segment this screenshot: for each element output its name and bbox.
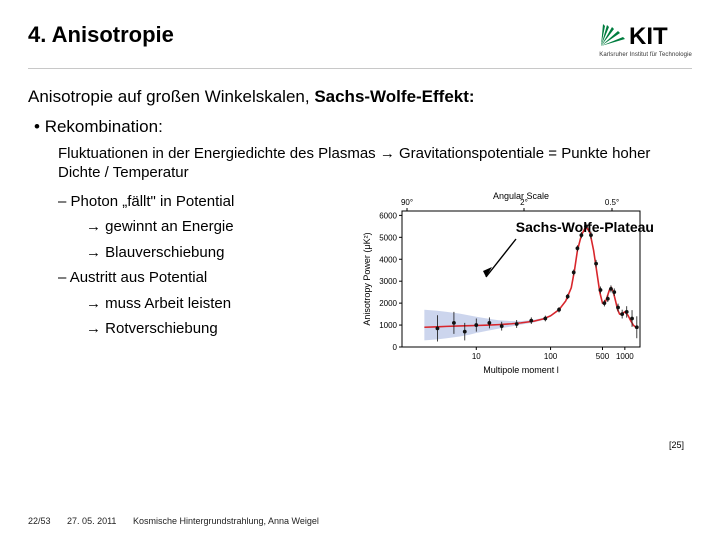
svg-text:6000: 6000	[379, 211, 397, 220]
svg-text:1000: 1000	[616, 352, 634, 361]
footer-page: 22/53	[28, 516, 51, 526]
slide-title: 4. Anisotropie	[28, 22, 174, 48]
slide-header: 4. Anisotropie KIT Karlsruher Institut f…	[28, 22, 692, 69]
svg-text:Angular Scale: Angular Scale	[493, 191, 549, 201]
sublist-arrow-item: → muss Arbeit leisten	[58, 291, 358, 317]
footer: 22/53 27. 05. 2011 Kosmische Hintergrund…	[28, 516, 333, 526]
svg-text:100: 100	[544, 352, 558, 361]
svg-text:0.5°: 0.5°	[605, 198, 619, 207]
sublist-dash-item: Austritt aus Potential	[58, 265, 358, 291]
svg-text:4000: 4000	[379, 255, 397, 264]
subtitle-bold: Sachs-Wolfe-Effekt:	[314, 87, 474, 106]
chart-annotation: Sachs-Wolfe-Plateau	[516, 219, 654, 235]
annotation-arrow-icon	[480, 237, 520, 283]
svg-text:1000: 1000	[379, 321, 397, 330]
svg-text:Anisotropy Power (μK²): Anisotropy Power (μK²)	[362, 232, 372, 325]
footer-date: 27. 05. 2011	[67, 516, 116, 526]
bullet-rekombination: Rekombination:	[34, 117, 692, 137]
svg-text:500: 500	[596, 352, 610, 361]
chart-container: Sachs-Wolfe-Plateau 01000200030004000500…	[358, 189, 692, 342]
svg-text:90°: 90°	[401, 198, 413, 207]
svg-text:0: 0	[393, 343, 398, 352]
sublist-arrow-item: → gewinnt an Energie	[58, 214, 358, 240]
sublist-dash-item: Photon „fällt" in Potential	[58, 189, 358, 215]
footer-credit: Kosmische Hintergrundstrahlung, Anna Wei…	[133, 516, 319, 526]
svg-text:5000: 5000	[379, 233, 397, 242]
logo-subtitle: Karlsruher Institut für Technologie	[599, 52, 692, 58]
subtitle-prefix: Anisotropie auf großen Winkelskalen,	[28, 87, 314, 106]
sublist-arrow-item: → Blauverschiebung	[58, 240, 358, 266]
citation: [25]	[669, 440, 684, 450]
kit-logo: KIT Karlsruher Institut für Technologie	[599, 22, 692, 58]
angular-power-spectrum-chart: 0 1000 2000 3000 4000 5000 6000 10 100 500 1000 90°…	[358, 189, 658, 379]
svg-text:KIT: KIT	[629, 23, 668, 50]
sublist: Photon „fällt" in Potential→ gewinnt an …	[58, 189, 358, 342]
svg-text:3000: 3000	[379, 277, 397, 286]
svg-text:2000: 2000	[379, 299, 397, 308]
subtitle: Anisotropie auf großen Winkelskalen, Sac…	[28, 87, 692, 107]
svg-text:10: 10	[472, 352, 481, 361]
paragraph-fluctuation: Fluktuationen in der Energiedichte des P…	[58, 145, 692, 183]
sublist-arrow-item: → Rotverschiebung	[58, 316, 358, 342]
svg-text:Multipole moment l: Multipole moment l	[483, 365, 559, 375]
